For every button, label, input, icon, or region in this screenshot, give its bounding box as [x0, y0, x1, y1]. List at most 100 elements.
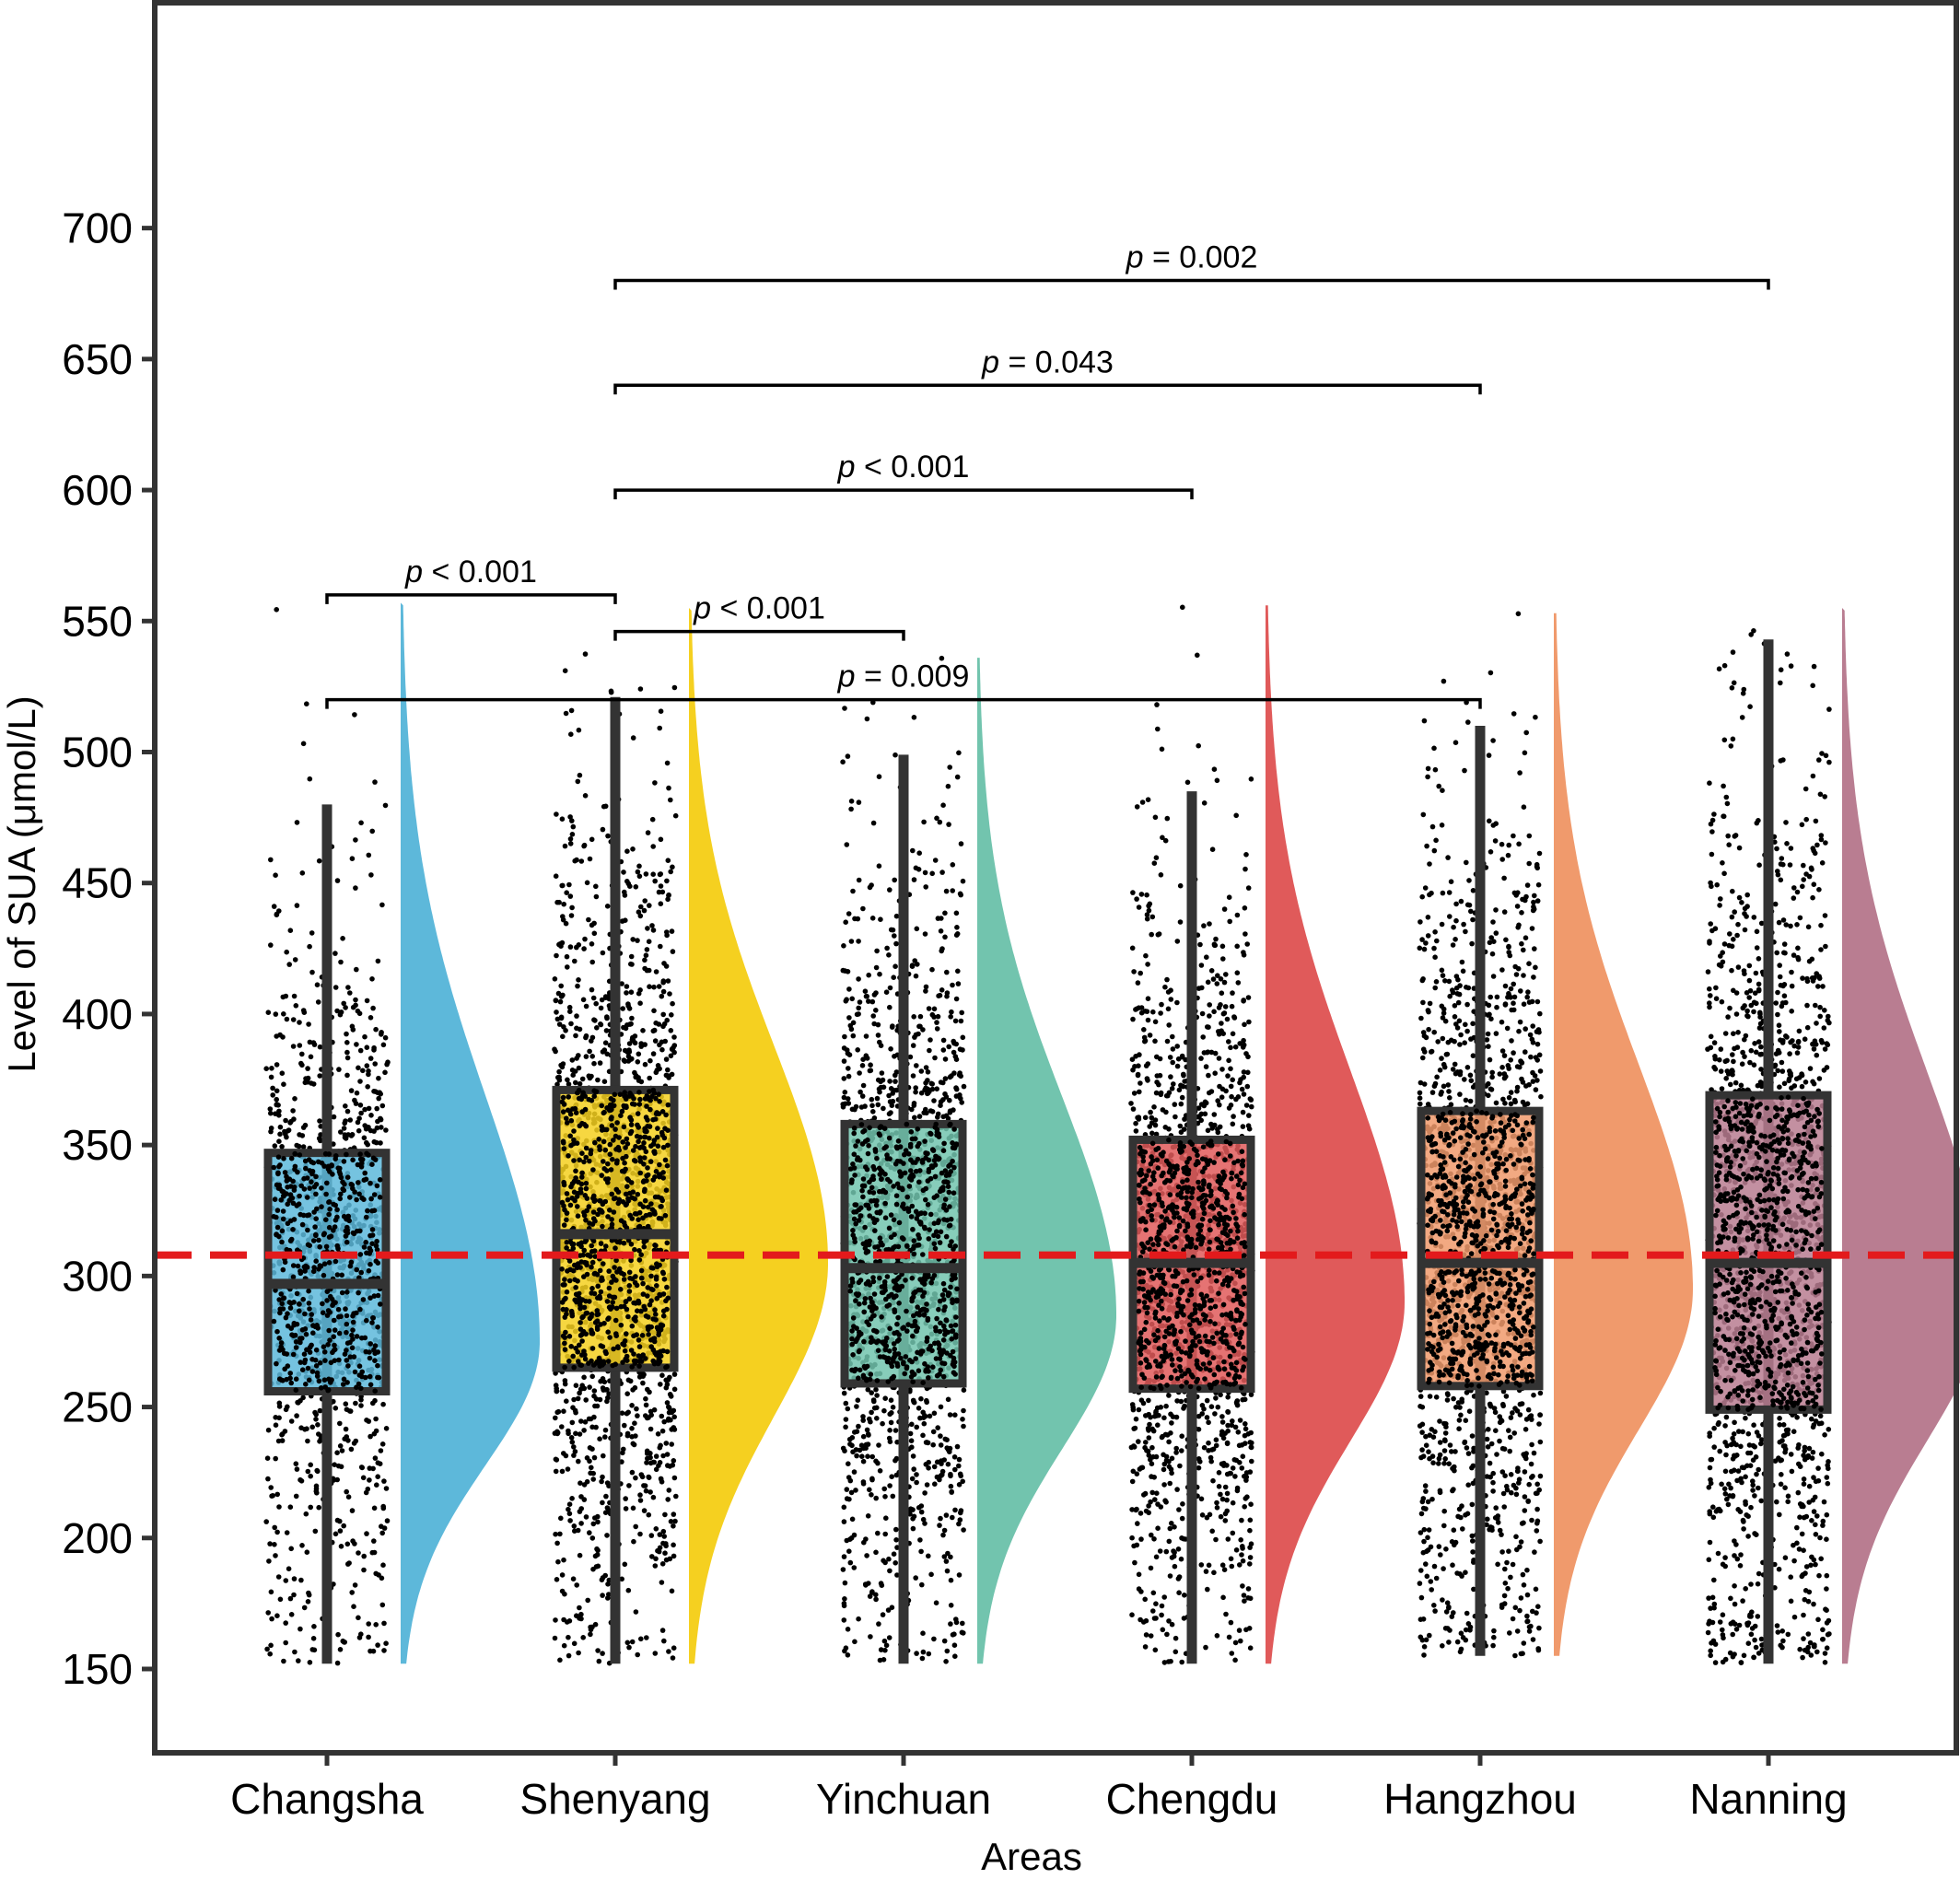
data-point — [312, 1528, 319, 1535]
data-point — [347, 1117, 354, 1123]
data-point — [1145, 797, 1151, 802]
data-point — [890, 1091, 895, 1096]
data-point — [860, 1082, 867, 1089]
data-point — [1235, 980, 1242, 986]
data-point — [1133, 1120, 1138, 1126]
data-point — [288, 1418, 295, 1424]
data-point — [845, 1096, 851, 1102]
data-point — [956, 1463, 962, 1469]
data-point — [624, 1391, 630, 1396]
data-point — [644, 1635, 649, 1640]
data-point — [559, 1062, 566, 1068]
data-point — [910, 847, 916, 854]
data-point — [353, 1400, 358, 1406]
data-point — [380, 1401, 386, 1407]
data-point — [569, 1057, 576, 1063]
data-point — [1130, 890, 1136, 895]
data-point — [1170, 1414, 1176, 1419]
data-point — [372, 1061, 379, 1067]
data-point — [931, 1636, 937, 1642]
data-point — [867, 884, 873, 891]
data-point — [566, 1004, 573, 1010]
data-point — [656, 889, 662, 895]
data-point — [863, 1582, 869, 1588]
data-point — [1237, 1562, 1242, 1568]
data-point — [274, 1529, 280, 1535]
data-point — [880, 1420, 885, 1427]
data-point — [1208, 1454, 1214, 1461]
data-point — [638, 1636, 644, 1642]
data-point — [643, 1402, 649, 1408]
data-point — [863, 1033, 869, 1039]
data-point — [1203, 1644, 1208, 1651]
data-point — [623, 917, 628, 923]
data-point — [578, 1611, 584, 1617]
data-point — [334, 878, 341, 883]
data-point — [570, 823, 577, 830]
data-point — [296, 1658, 301, 1663]
data-point — [1215, 1404, 1221, 1410]
data-point — [358, 1397, 364, 1403]
data-point — [908, 1438, 915, 1443]
data-point — [912, 958, 917, 963]
data-point — [1175, 1056, 1182, 1062]
data-point — [271, 904, 277, 909]
data-point — [595, 1648, 601, 1653]
data-point — [1224, 1441, 1231, 1447]
data-point — [1240, 1558, 1246, 1564]
data-point — [664, 932, 670, 939]
data-point — [593, 893, 600, 900]
data-point — [353, 837, 358, 843]
data-point — [571, 1453, 577, 1458]
data-point — [357, 1079, 363, 1084]
data-point — [946, 822, 951, 827]
data-point — [1152, 1038, 1158, 1045]
data-point — [636, 873, 643, 880]
data-point — [1245, 1586, 1252, 1592]
data-point — [279, 1070, 286, 1076]
data-point — [264, 1646, 270, 1652]
data-point — [869, 998, 876, 1005]
data-point — [937, 1476, 942, 1483]
data-point — [1223, 1611, 1229, 1617]
data-point — [1247, 1517, 1254, 1523]
data-point — [848, 939, 855, 944]
data-point — [635, 938, 640, 943]
data-point — [666, 785, 671, 791]
data-point — [659, 1580, 665, 1585]
data-point — [385, 1059, 391, 1065]
data-point — [845, 1652, 851, 1658]
data-point — [567, 893, 574, 899]
data-point — [923, 984, 929, 990]
data-point — [1207, 1002, 1212, 1008]
data-point — [1208, 1089, 1215, 1094]
data-point — [660, 979, 666, 986]
data-point — [561, 1408, 566, 1414]
data-point — [622, 889, 627, 895]
data-point — [1176, 1590, 1182, 1595]
data-point — [893, 1455, 900, 1462]
data-point — [954, 774, 961, 780]
data-point — [633, 1475, 638, 1481]
data-point — [658, 836, 664, 843]
data-point — [860, 1418, 866, 1423]
data-point — [1206, 1024, 1211, 1030]
data-point — [352, 1541, 357, 1546]
data-point — [270, 1085, 275, 1091]
data-point — [1240, 1109, 1246, 1115]
data-point — [366, 852, 372, 858]
data-point — [587, 856, 593, 862]
data-point — [368, 872, 374, 878]
data-point — [1146, 1397, 1151, 1404]
data-point — [658, 871, 663, 877]
data-point — [585, 1597, 590, 1604]
data-point — [572, 1068, 578, 1074]
data-point — [868, 1418, 873, 1425]
data-point — [1233, 1457, 1240, 1464]
data-point — [1223, 972, 1229, 977]
data-point — [356, 1115, 362, 1121]
data-point — [671, 1511, 677, 1517]
data-point — [1138, 970, 1143, 976]
data-point — [888, 1046, 893, 1052]
data-point — [344, 1488, 350, 1495]
